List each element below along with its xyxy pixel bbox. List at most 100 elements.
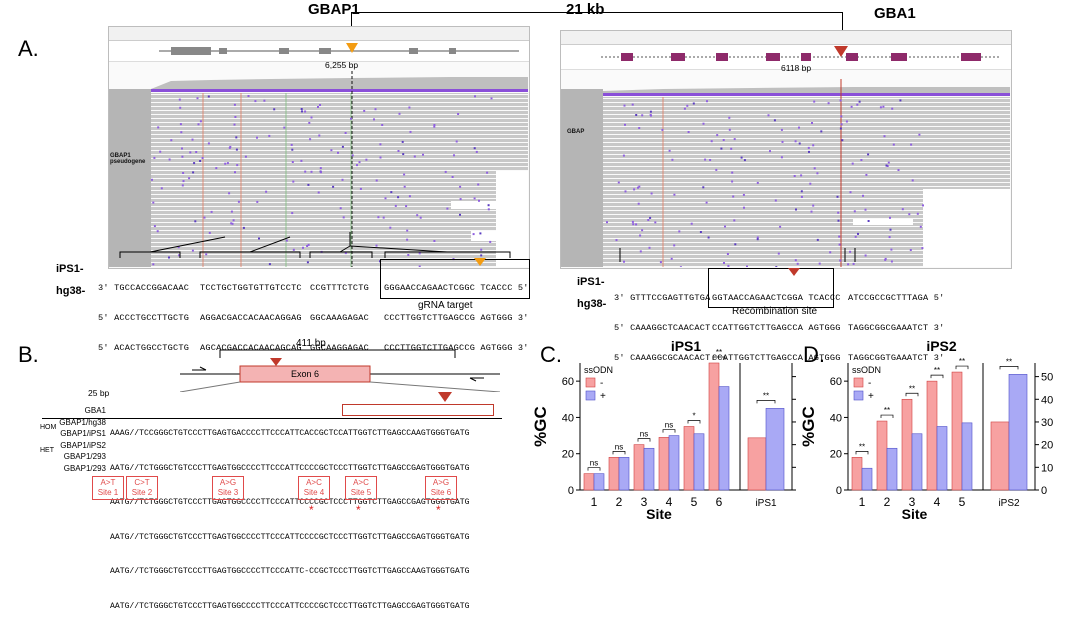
variant-mark xyxy=(409,130,412,133)
browser-toolbar[interactable] xyxy=(561,31,1011,45)
variant-mark xyxy=(916,212,919,215)
legend-label-plus: + xyxy=(868,391,874,402)
seq-bottom: GGCAAAGAGAC xyxy=(310,313,369,323)
variant-mark xyxy=(890,260,893,263)
variant-mark xyxy=(382,216,385,219)
bar-plus xyxy=(936,426,948,491)
variant-mark xyxy=(860,159,863,161)
variant-mark xyxy=(302,246,304,249)
variant-mark xyxy=(888,236,891,239)
site-2-box: C>T Site 2 xyxy=(126,476,158,500)
bar-minus xyxy=(708,362,720,491)
amplicon-diagram xyxy=(180,349,500,392)
sig-label: * xyxy=(692,412,695,421)
variant-mark xyxy=(692,102,695,105)
variant-mark xyxy=(152,201,155,204)
variant-mark xyxy=(794,140,797,143)
variant-mark xyxy=(840,115,843,118)
y-tick-right-label: 20 xyxy=(1041,440,1053,452)
variant-mark xyxy=(892,143,895,146)
variant-mark xyxy=(168,256,170,259)
ips1-row-label: iPS1- xyxy=(56,263,84,275)
right-seq-group-1: 3' GTTTCCGAGTTGTGA 5' CAAAGGCTCAACACT 5'… xyxy=(614,273,710,373)
variant-mark xyxy=(686,104,689,107)
variant-mark xyxy=(722,139,725,141)
legend-title: ssODN xyxy=(584,365,613,375)
x-tick-label: 1 xyxy=(591,495,598,509)
variant-mark xyxy=(168,158,171,161)
variant-mark xyxy=(373,118,375,121)
alignment-row-name: GBAP1/iPS1 xyxy=(60,429,106,438)
variant-mark xyxy=(228,146,231,149)
variant-mark xyxy=(864,208,867,211)
variant-mark xyxy=(319,167,322,170)
variant-mark xyxy=(178,254,181,257)
variant-mark xyxy=(617,181,620,184)
variant-mark xyxy=(244,155,247,158)
variant-mark xyxy=(406,238,409,241)
variant-mark xyxy=(639,250,642,253)
variant-mark xyxy=(237,200,240,203)
variant-mark xyxy=(800,195,803,198)
variant-mark xyxy=(292,248,295,251)
variant-mark xyxy=(879,106,882,109)
variant-mark xyxy=(433,240,436,242)
variant-mark xyxy=(774,199,777,202)
variant-mark xyxy=(234,116,237,118)
variant-mark xyxy=(472,233,475,236)
browser-toolbar[interactable] xyxy=(109,27,529,41)
variant-mark xyxy=(705,201,708,204)
right-bp-label: 6118 bp xyxy=(781,63,812,73)
variant-mark xyxy=(199,120,202,123)
variant-mark xyxy=(381,124,384,126)
left-row-labels: iPS1- hg38- xyxy=(56,263,85,297)
variant-mark xyxy=(291,148,294,151)
variant-mark xyxy=(901,208,904,211)
right-row-labels: iPS1- hg38- xyxy=(577,276,606,310)
variant-mark xyxy=(258,237,260,240)
variant-mark xyxy=(734,243,737,246)
hg38-row-label: hg38- xyxy=(577,298,607,310)
variant-mark xyxy=(731,171,734,174)
variant-mark xyxy=(320,171,322,174)
seq-hg38: GGCAAGGAGAC xyxy=(310,343,369,353)
variant-mark xyxy=(908,213,911,216)
right-seq-group-2: GGTAACCAGAACTCGGA TCACCC CCATTGGTCTTGAGC… xyxy=(712,273,841,373)
variant-mark xyxy=(884,258,887,261)
site-6-box: A>G Site 6 xyxy=(425,476,457,500)
variant-mark xyxy=(489,240,492,243)
recombination-caption: Recombination site xyxy=(732,306,818,317)
variant-mark xyxy=(780,128,783,131)
variant-mark xyxy=(690,222,693,225)
sig-bracket xyxy=(612,450,626,455)
variant-mark xyxy=(840,123,843,126)
variant-mark xyxy=(647,219,650,221)
variant-mark xyxy=(853,210,856,213)
chart-ips2: iPS2 0 20 40 60 0 10 20 30 40 50 %GC %NHEJ Site 1 ** 2 **… xyxy=(799,338,1065,522)
variant-mark xyxy=(487,208,490,211)
variant-mark xyxy=(883,135,886,138)
variant-mark xyxy=(648,246,651,249)
variant-mark xyxy=(309,138,312,141)
variant-mark xyxy=(624,190,627,193)
sig-bracket xyxy=(955,365,969,370)
genome-browser-left: 6,255 bp GBAP1 pseudogene xyxy=(108,26,530,269)
seq-hg38: CCATTGGTCTTGAGCCA AGTGGG xyxy=(712,353,841,363)
variant-mark xyxy=(285,239,288,242)
x-tick-label: 4 xyxy=(666,495,673,509)
variant-mark xyxy=(300,159,303,162)
variant-mark xyxy=(422,153,424,156)
alignment-sequences: AAAG//TCCGGGCTGTCCCTTGAGTGACCCCTTCCCATTC… xyxy=(110,405,469,624)
panel-label-a: A. xyxy=(18,36,39,61)
variant-mark xyxy=(852,262,855,265)
alignment-row-seq: AATG//TCTGGGCTGTCCCTTGAGTGGCCCCTTCCCATTC… xyxy=(110,532,470,542)
variant-mark xyxy=(377,216,380,219)
x-tick-label: 3 xyxy=(909,495,916,509)
variant-mark xyxy=(351,154,354,157)
variant-mark xyxy=(195,151,198,153)
variant-mark xyxy=(356,164,358,167)
alignment-reads-right xyxy=(603,79,1010,267)
legend-swatch-plus xyxy=(853,390,864,401)
variant-mark xyxy=(921,247,924,250)
variant-mark xyxy=(273,108,276,111)
